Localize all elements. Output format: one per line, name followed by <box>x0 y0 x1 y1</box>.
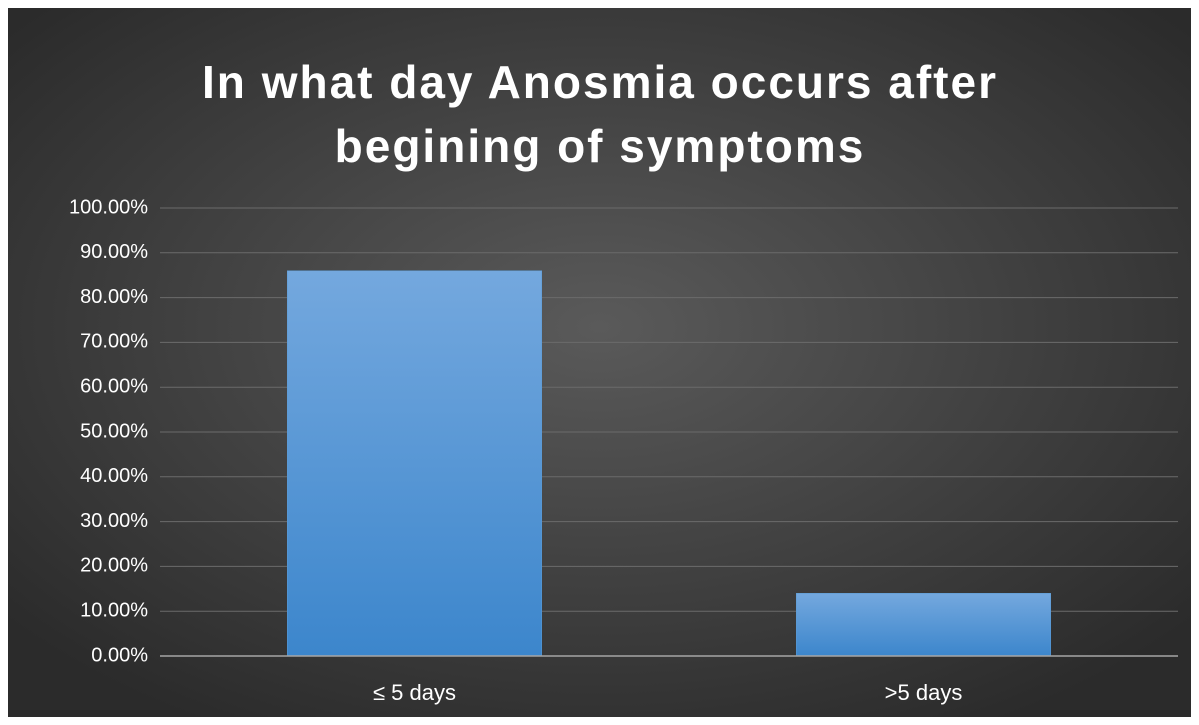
bar <box>796 593 1051 657</box>
y-tick-label: 100.00% <box>69 196 148 218</box>
y-tick-label: 40.00% <box>80 465 148 487</box>
y-tick-label: 70.00% <box>80 331 148 353</box>
y-tick-label: 0.00% <box>91 644 148 666</box>
x-tick-label: >5 days <box>885 680 963 705</box>
y-tick-label: 30.00% <box>80 510 148 532</box>
chart-title: In what day Anosmia occurs after beginin… <box>202 56 998 172</box>
y-tick-label: 50.00% <box>80 420 148 442</box>
y-tick-label: 90.00% <box>80 241 148 263</box>
bar <box>287 270 542 657</box>
y-tick-label: 10.00% <box>80 599 148 621</box>
x-tick-label: ≤ 5 days <box>373 680 456 705</box>
y-tick-label: 80.00% <box>80 286 148 308</box>
y-tick-label: 20.00% <box>80 555 148 577</box>
y-tick-label: 60.00% <box>80 375 148 397</box>
